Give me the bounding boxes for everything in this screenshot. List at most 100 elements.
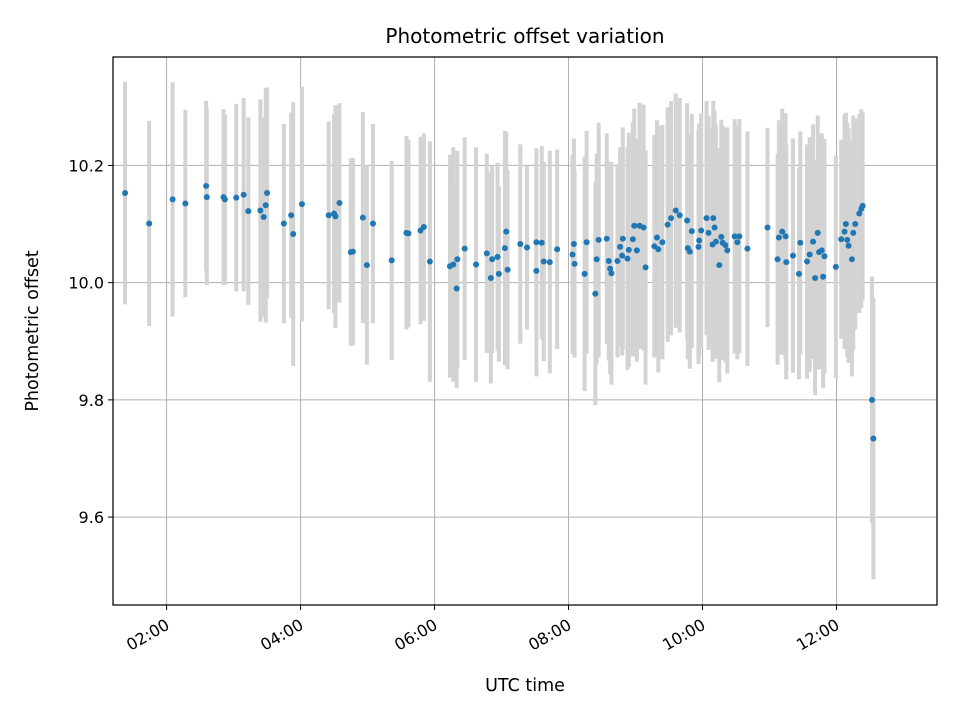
data-point	[570, 240, 577, 247]
data-point	[221, 196, 228, 203]
data-point	[363, 262, 370, 269]
x-axis-label: UTC time	[485, 676, 565, 696]
data-point	[810, 238, 817, 245]
data-point	[450, 261, 457, 268]
data-point	[454, 256, 461, 263]
data-point	[533, 267, 540, 274]
data-point	[722, 242, 729, 249]
data-point	[257, 207, 264, 214]
data-point	[245, 208, 252, 215]
data-point	[703, 215, 710, 222]
data-point	[122, 189, 129, 196]
data-point	[420, 223, 427, 230]
data-point	[631, 222, 638, 229]
data-point	[388, 257, 395, 264]
data-point	[705, 229, 712, 236]
data-point	[734, 239, 741, 246]
data-point	[571, 260, 578, 267]
y-tick-label: 10.0	[68, 274, 104, 293]
data-point	[744, 245, 751, 252]
data-point	[642, 264, 649, 271]
data-point	[233, 194, 240, 201]
data-point	[838, 236, 845, 243]
data-point	[595, 236, 602, 243]
x-tick-label: 10:00	[659, 615, 708, 655]
data-point	[603, 235, 610, 242]
data-point	[489, 256, 496, 263]
data-point	[842, 221, 849, 228]
data-point	[169, 196, 176, 203]
data-point	[774, 256, 781, 263]
data-point	[538, 239, 545, 246]
data-point	[845, 242, 852, 249]
data-point	[711, 224, 718, 231]
data-point	[668, 215, 675, 222]
x-tick-label: 02:00	[123, 615, 172, 655]
data-point	[619, 252, 626, 259]
data-point	[146, 220, 153, 227]
data-point	[483, 250, 490, 257]
data-point	[783, 259, 790, 266]
data-point	[203, 182, 210, 189]
data-point	[724, 247, 731, 254]
data-point	[841, 228, 848, 235]
data-point	[369, 220, 376, 227]
data-point	[736, 233, 743, 240]
data-point	[659, 239, 666, 246]
data-point	[625, 246, 632, 253]
data-point	[712, 238, 719, 245]
data-point	[554, 246, 561, 253]
y-tick-label: 9.6	[79, 508, 104, 527]
data-points	[122, 182, 877, 442]
data-point	[494, 253, 501, 260]
data-point	[653, 234, 660, 241]
data-point	[859, 202, 866, 209]
data-point	[624, 255, 631, 262]
y-axis-label: Photometric offset	[23, 250, 43, 411]
x-tick-label: 06:00	[391, 615, 440, 655]
y-tick-label: 9.8	[79, 391, 104, 410]
data-point	[501, 245, 508, 252]
data-point	[453, 285, 460, 292]
data-point	[349, 248, 356, 255]
data-point	[818, 247, 825, 254]
data-point	[629, 236, 636, 243]
data-point	[655, 246, 662, 253]
data-point	[716, 262, 723, 269]
data-point	[633, 247, 640, 254]
data-point	[795, 270, 802, 277]
data-point	[764, 224, 771, 231]
data-point	[832, 263, 839, 270]
data-point	[686, 248, 693, 255]
data-point	[503, 228, 510, 235]
data-point	[640, 224, 647, 231]
data-point	[812, 274, 819, 281]
data-point	[614, 257, 621, 264]
data-point	[264, 189, 271, 196]
data-point	[844, 236, 851, 243]
data-point	[569, 251, 576, 258]
data-point	[298, 201, 305, 208]
data-point	[676, 212, 683, 219]
data-point	[546, 259, 553, 266]
data-point	[540, 258, 547, 265]
data-point	[581, 270, 588, 277]
data-point	[290, 231, 297, 238]
data-point	[336, 199, 343, 206]
data-point	[517, 240, 524, 247]
data-point	[182, 200, 189, 207]
data-point	[608, 270, 615, 277]
data-point	[804, 258, 811, 265]
data-point	[820, 273, 827, 280]
data-point	[593, 256, 600, 263]
data-point	[782, 233, 789, 240]
data-point	[203, 194, 210, 201]
data-point	[695, 243, 702, 250]
data-point	[672, 207, 679, 214]
x-tick-label: 04:00	[257, 615, 306, 655]
data-point	[718, 233, 725, 240]
data-point	[789, 252, 796, 259]
data-point	[504, 266, 511, 273]
data-point	[688, 228, 695, 235]
